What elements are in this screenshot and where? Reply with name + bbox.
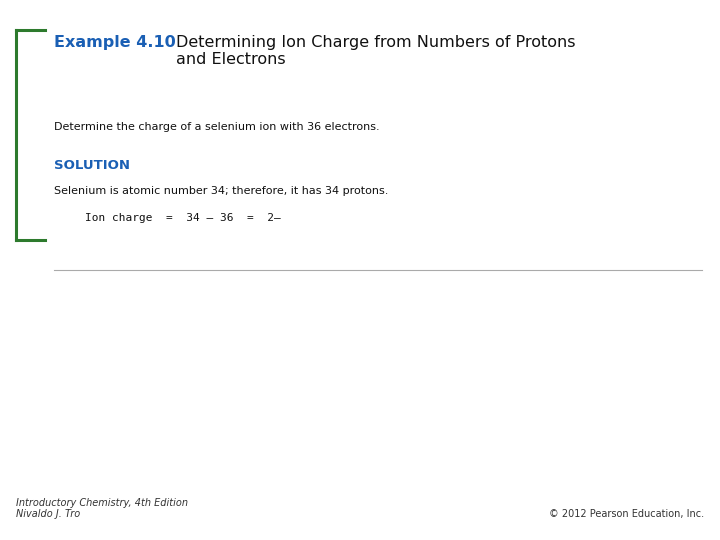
Text: Determining Ion Charge from Numbers of Protons
and Electrons: Determining Ion Charge from Numbers of P… — [176, 35, 576, 68]
Text: Ion charge  =  34 – 36  =  2–: Ion charge = 34 – 36 = 2– — [85, 213, 281, 224]
Text: © 2012 Pearson Education, Inc.: © 2012 Pearson Education, Inc. — [549, 509, 704, 519]
Text: SOLUTION: SOLUTION — [54, 159, 130, 172]
Text: Selenium is atomic number 34; therefore, it has 34 protons.: Selenium is atomic number 34; therefore,… — [54, 186, 388, 197]
Text: Determine the charge of a selenium ion with 36 electrons.: Determine the charge of a selenium ion w… — [54, 122, 379, 132]
Text: Example 4.10: Example 4.10 — [54, 35, 176, 50]
Text: Introductory Chemistry, 4th Edition
Nivaldo J. Tro: Introductory Chemistry, 4th Edition Niva… — [16, 498, 188, 519]
